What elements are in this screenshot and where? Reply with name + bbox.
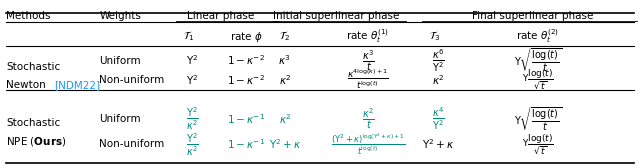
Text: Methods: Methods: [6, 11, 51, 21]
Text: $\dfrac{(\Upsilon^2+\kappa)^{\log(\Upsilon^2+\kappa)+1}}{t^{\log(t)}}$: $\dfrac{(\Upsilon^2+\kappa)^{\log(\Upsil…: [331, 132, 405, 157]
Text: $\mathcal{T}_1$: $\mathcal{T}_1$: [183, 30, 195, 43]
Text: $\kappa^2$: $\kappa^2$: [278, 73, 291, 87]
Text: $\kappa^2$: $\kappa^2$: [432, 73, 445, 87]
Text: $\dfrac{\Upsilon^2}{\kappa^2}$: $\dfrac{\Upsilon^2}{\kappa^2}$: [186, 105, 198, 132]
Text: Non-uniform: Non-uniform: [99, 75, 164, 85]
Text: $\Upsilon\sqrt{\dfrac{\log(t)}{t}}$: $\Upsilon\sqrt{\dfrac{\log(t)}{t}}$: [513, 47, 562, 74]
Text: $1-\kappa^{-1}$: $1-\kappa^{-1}$: [227, 112, 266, 126]
Text: $\dfrac{\kappa^{4\log(\kappa)+1}}{t^{\log(t)}}$: $\dfrac{\kappa^{4\log(\kappa)+1}}{t^{\lo…: [347, 68, 389, 91]
Text: $1-\kappa^{-2}$: $1-\kappa^{-2}$: [227, 73, 266, 87]
Text: Newton: Newton: [6, 80, 49, 90]
Text: Stochastic: Stochastic: [6, 62, 61, 72]
Text: $\Upsilon^2+\kappa$: $\Upsilon^2+\kappa$: [422, 137, 454, 151]
Text: $\Upsilon\sqrt{\dfrac{\log(t)}{t}}$: $\Upsilon\sqrt{\dfrac{\log(t)}{t}}$: [513, 105, 562, 132]
Text: $\dfrac{\kappa^3}{t}$: $\dfrac{\kappa^3}{t}$: [362, 48, 374, 73]
Text: $1-\kappa^{-2}$: $1-\kappa^{-2}$: [227, 54, 266, 68]
Text: rate $\phi$: rate $\phi$: [230, 30, 263, 43]
Text: $\Upsilon^2+\kappa$: $\Upsilon^2+\kappa$: [269, 137, 301, 151]
Text: rate $\theta_t^{(2)}$: rate $\theta_t^{(2)}$: [516, 28, 559, 45]
Text: $\Upsilon\dfrac{\log(t)}{\sqrt{t}}$: $\Upsilon\dfrac{\log(t)}{\sqrt{t}}$: [522, 133, 554, 156]
Text: Final superlinear phase: Final superlinear phase: [472, 11, 593, 21]
Text: $\Upsilon^2$: $\Upsilon^2$: [186, 54, 198, 68]
Text: Uniform: Uniform: [99, 114, 141, 124]
Text: Linear phase: Linear phase: [187, 11, 255, 21]
Text: Stochastic: Stochastic: [6, 118, 61, 128]
Text: [NDM22]: [NDM22]: [54, 80, 100, 90]
Text: $\Upsilon^2$: $\Upsilon^2$: [186, 73, 198, 87]
Text: $\mathcal{T}_2$: $\mathcal{T}_2$: [279, 30, 291, 43]
Text: $\dfrac{\kappa^2}{t}$: $\dfrac{\kappa^2}{t}$: [362, 106, 374, 131]
Text: $\dfrac{\Upsilon^2}{\kappa^2}$: $\dfrac{\Upsilon^2}{\kappa^2}$: [186, 131, 198, 158]
Text: NPE ($\mathbf{Ours}$): NPE ($\mathbf{Ours}$): [6, 135, 67, 148]
Text: rate $\theta_t^{(1)}$: rate $\theta_t^{(1)}$: [346, 28, 390, 45]
Text: Uniform: Uniform: [99, 56, 141, 66]
Text: $\dfrac{\kappa^4}{\Upsilon^2}$: $\dfrac{\kappa^4}{\Upsilon^2}$: [432, 105, 445, 132]
Text: $\kappa^3$: $\kappa^3$: [278, 54, 291, 68]
Text: Initial superlinear phase: Initial superlinear phase: [273, 11, 399, 21]
Text: $1-\kappa^{-1}$: $1-\kappa^{-1}$: [227, 137, 266, 151]
Text: Non-uniform: Non-uniform: [99, 139, 164, 149]
Text: $\kappa^2$: $\kappa^2$: [278, 112, 291, 126]
Text: $\mathcal{T}_3$: $\mathcal{T}_3$: [429, 30, 441, 43]
Text: $\Upsilon\dfrac{\log(t)}{\sqrt{t}}$: $\Upsilon\dfrac{\log(t)}{\sqrt{t}}$: [522, 68, 554, 91]
Text: $\dfrac{\kappa^6}{\Upsilon^2}$: $\dfrac{\kappa^6}{\Upsilon^2}$: [432, 47, 445, 74]
Text: Weights: Weights: [99, 11, 141, 21]
